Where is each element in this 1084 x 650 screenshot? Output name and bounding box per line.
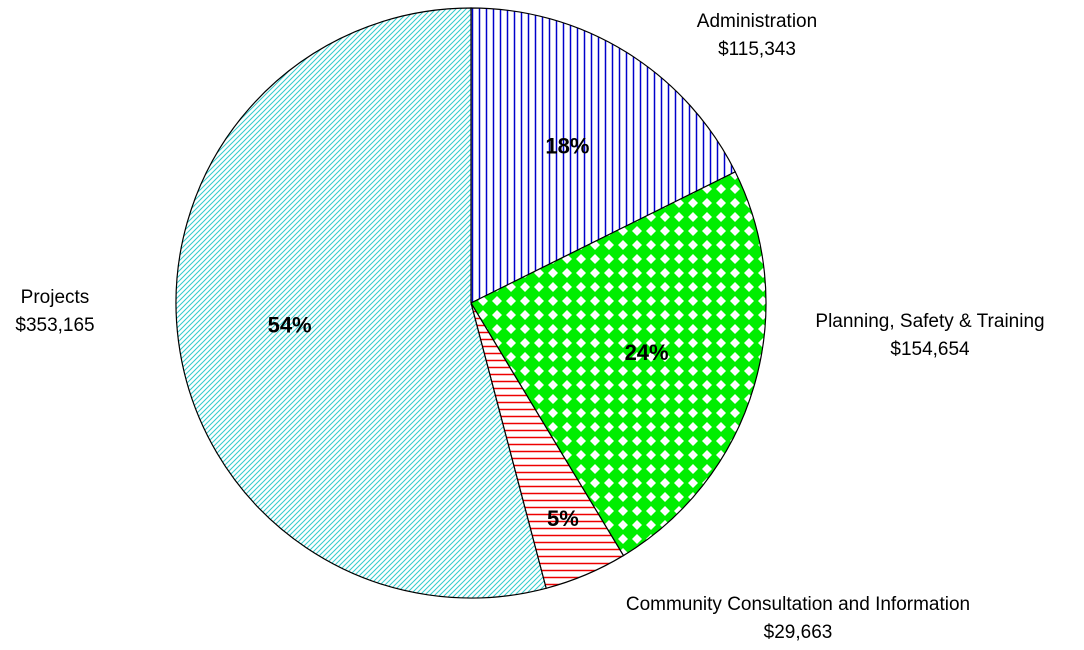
value-label: $29,663: [764, 622, 833, 643]
category-label: Community Consultation and Information: [626, 594, 970, 615]
value-label: $154,654: [890, 339, 970, 360]
value-label: $353,165: [15, 315, 94, 336]
percent-label: 5%: [547, 506, 579, 531]
category-label: Projects: [21, 287, 90, 308]
pie-slice: [470, 7, 737, 304]
pie-slice: [175, 7, 547, 599]
pie-slice: [470, 171, 767, 557]
category-label: Administration: [697, 11, 817, 32]
percent-label: 24%: [625, 340, 669, 365]
percent-label: 54%: [268, 312, 312, 337]
value-label: $115,343: [718, 39, 796, 60]
percent-label: 18%: [545, 133, 589, 158]
category-label: Planning, Safety & Training: [815, 311, 1044, 332]
